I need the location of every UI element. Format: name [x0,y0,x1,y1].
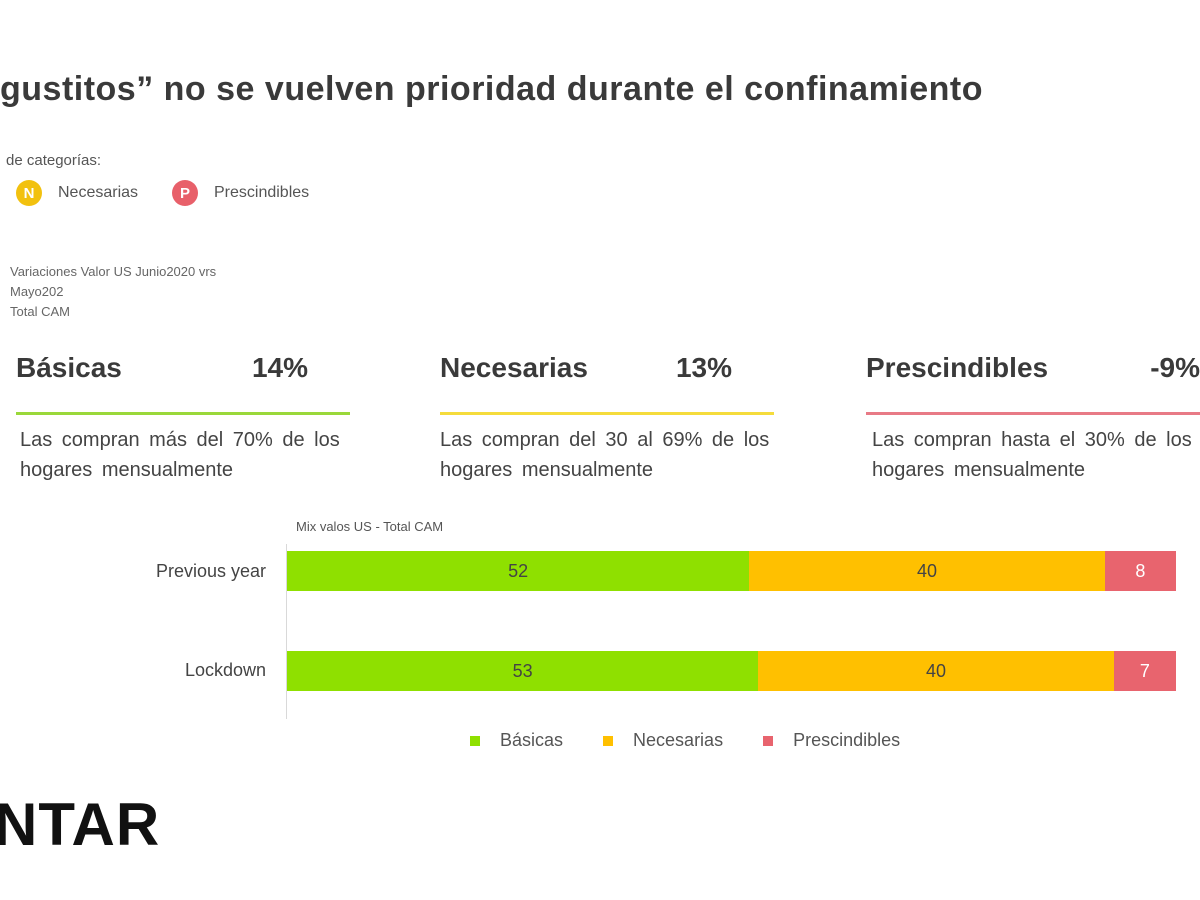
note-line: Variaciones Valor US Junio2020 vrs [10,264,217,279]
category-legend-necesarias: N Necesarias [16,178,138,208]
bar-previous-year: 52 40 8 [287,551,1176,591]
row-label-previous-year: Previous year [155,561,266,581]
data-label: 52 [508,560,529,581]
legend-square-icon [603,735,614,746]
card-title: Prescindibles [866,352,1049,383]
chart-subtitle: Mix valos US - Total CAM [296,519,444,534]
legend-item-prescindibles: Prescindibles [763,730,900,751]
legend-item-necesarias: Necesarias [603,730,723,751]
prescindibles-badge-icon: P [172,180,198,206]
card-value: 13% [675,352,732,383]
bar-segment-prescindibles: 7 [1113,651,1176,691]
bar-segment-necesarias: 40 [758,651,1114,691]
card-divider [866,412,1200,415]
card-necesarias: Necesarias 13% Las compran del 30 al 69%… [440,348,774,485]
data-label: 53 [512,660,533,681]
legend-item-basicas: Básicas [470,730,563,751]
bar-segment-bsicas: 53 [287,651,759,691]
card-title: Básicas [16,352,122,383]
chart-axis [286,544,287,719]
card-divider [440,412,774,415]
bar-lockdown: 53 40 7 [287,651,1176,691]
data-label: 40 [917,560,938,581]
card-title: Necesarias [440,352,588,383]
note-line: Total CAM [10,304,70,319]
category-legend-prescindibles: P Prescindibles [172,178,309,208]
category-legend-header: de categorías: [6,152,102,169]
note-line: Mayo202 [10,284,64,299]
bar-segment-bsicas: 52 [287,551,750,591]
card-value: 14% [251,352,308,383]
card-description: Las compran más del 70% de los hogares m… [20,429,340,481]
chart-legend: Básicas Necesarias Prescindibles [470,730,940,751]
card-basicas: Básicas 14% Las compran más del 70% de l… [16,348,350,485]
legend-label: Prescindibles [793,730,901,750]
category-legend-label: Necesarias [58,184,139,201]
legend-square-icon [470,735,480,746]
bar-segment-necesarias: 40 [749,551,1105,591]
brand-logo: NTAR [0,791,161,858]
card-divider [16,412,350,415]
variation-note: Variaciones Valor US Junio2020 vrs Mayo2… [10,262,216,322]
card-description: Las compran del 30 al 69% de los hogares… [440,429,770,481]
bar-segment-prescindibles: 8 [1104,551,1176,591]
card-prescindibles: Prescindibles -9% Las compran hasta el 3… [866,348,1200,485]
data-label: 8 [1135,560,1146,581]
legend-label: Necesarias [633,730,724,750]
card-description: Las compran hasta el 30% de los hogares … [872,429,1192,481]
data-label: 7 [1139,660,1150,681]
legend-label: Básicas [500,730,564,750]
data-label: 40 [925,660,946,681]
category-legend-label: Prescindibles [214,184,310,201]
row-label-lockdown: Lockdown [184,660,266,680]
page-title: gustitos” no se vuelven prioridad durant… [0,70,984,108]
necesarias-badge-icon: N [16,180,42,206]
card-value: -9% [1150,352,1200,383]
legend-square-icon [763,735,774,746]
